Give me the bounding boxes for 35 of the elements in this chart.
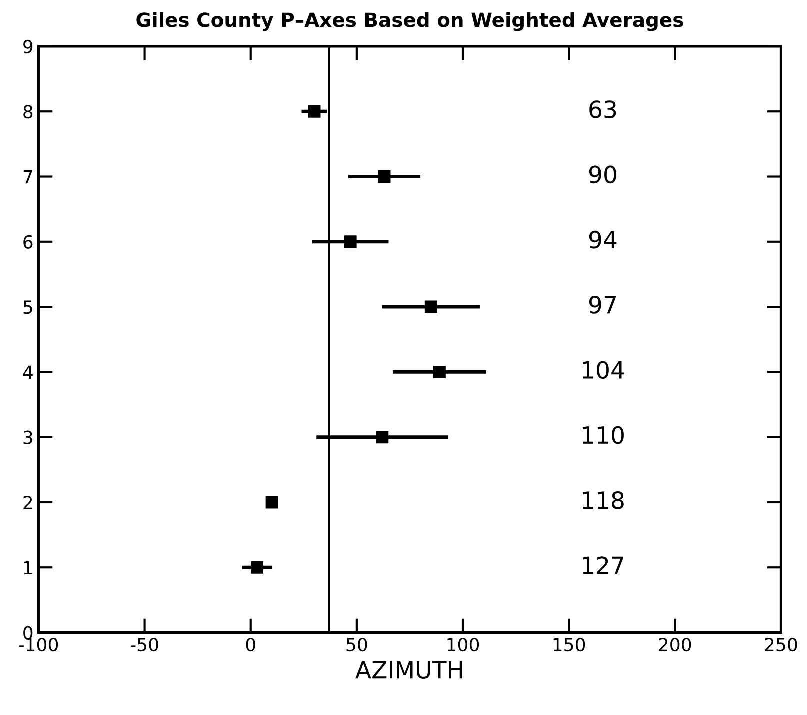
annotation: 110 [583,426,624,444]
annotation: 104 [583,361,624,380]
chart-title: Giles County P–Axes Based on Weighted Averages [136,12,684,32]
y-tick-label: 4 [23,366,33,380]
y-tick-label: 6 [24,235,33,250]
point [344,236,357,248]
point [250,561,264,574]
x-tick-label: -100 [19,638,58,652]
point [266,496,278,509]
x-tick-label: 100 [448,638,480,652]
x-tick-label: 200 [659,638,692,652]
x-tick-label: -50 [130,638,158,652]
point [378,170,391,184]
x-tick-label: 50 [346,638,368,652]
y-tick-label: 2 [24,496,32,510]
y-tick-label: 9 [24,40,33,54]
annotation: 94 [589,230,617,249]
annotation: 90 [589,166,616,184]
y-tick-label: 7 [24,170,32,184]
y-tick-label: 1 [24,561,32,574]
x-tick-label: 0 [246,638,256,652]
point [308,105,321,118]
annotation: 63 [590,100,616,118]
x-tick-label: 150 [554,638,586,652]
point [376,431,389,444]
annotation: 97 [589,296,616,314]
annotation: 127 [583,556,624,574]
y-tick-label: 5 [24,300,32,314]
annotation: 118 [583,491,624,510]
y-tick-label: 3 [24,430,32,444]
x-axis-title: AZIMUTH [356,661,462,679]
point [433,366,446,378]
y-tick-label: 8 [24,105,33,119]
point [424,300,438,314]
x-tick-label: 250 [765,638,798,652]
